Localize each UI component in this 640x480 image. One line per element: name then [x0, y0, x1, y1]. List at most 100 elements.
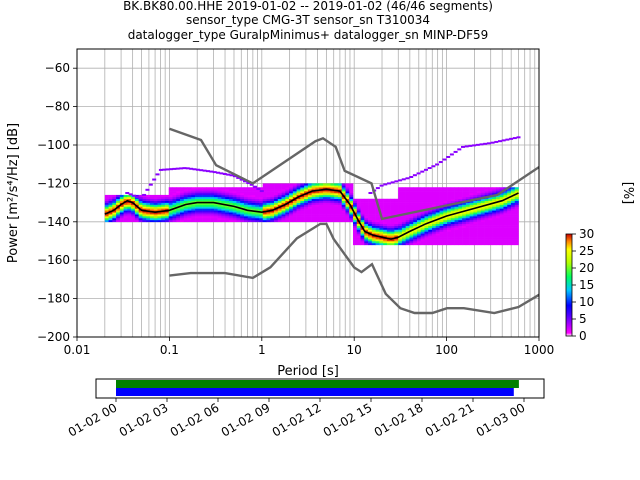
- heat-cell: [116, 198, 121, 201]
- heat-cell: [206, 216, 211, 219]
- heat-cell: [401, 208, 406, 211]
- heat-cell: [409, 193, 414, 196]
- heat-cell: [142, 200, 147, 203]
- heat-cell: [503, 223, 508, 226]
- heat-cell: [221, 217, 226, 221]
- heat-cell: [292, 206, 297, 209]
- heat-cell: [413, 235, 418, 238]
- heat-cell: [240, 189, 245, 192]
- heat-cell: [368, 204, 373, 207]
- heat-cell: [217, 214, 222, 217]
- heat-cell: [315, 202, 320, 205]
- heat-cell: [447, 194, 452, 198]
- heat-cell: [228, 194, 233, 198]
- heat-cell: [142, 198, 147, 201]
- heat-cell: [240, 217, 245, 221]
- heat-cell: [281, 212, 286, 215]
- heat-cell: [394, 200, 399, 203]
- heat-cell: [296, 214, 301, 217]
- heat-cell: [319, 196, 324, 200]
- heat-cell: [465, 212, 470, 215]
- heat-cell: [138, 210, 143, 213]
- heat-cell: [259, 193, 264, 196]
- heat-cell: [206, 189, 211, 192]
- heat-cell: [480, 194, 485, 198]
- heat-cell: [371, 231, 376, 234]
- heat-cell: [266, 193, 271, 196]
- heat-cell: [454, 214, 459, 217]
- heat-cell: [428, 198, 433, 201]
- heat-cell: [315, 200, 320, 203]
- heat-cell: [266, 198, 271, 201]
- heat-cell: [435, 242, 440, 246]
- heat-cell: [450, 223, 455, 226]
- heat-cell: [488, 219, 493, 223]
- heat-cell: [315, 219, 320, 223]
- heat-cell: [424, 196, 429, 200]
- heat-cell: [398, 194, 403, 198]
- heat-cell: [300, 196, 305, 200]
- heat-cell: [168, 194, 173, 198]
- heat-cell: [405, 239, 410, 242]
- heat-cell: [495, 187, 500, 190]
- heat-cell: [360, 216, 365, 219]
- heat-cell: [112, 198, 117, 201]
- heat-cell: [424, 212, 429, 215]
- heat-cell: [405, 237, 410, 240]
- heat-cell: [398, 198, 403, 201]
- outlier-point: [383, 183, 388, 186]
- heat-cell: [266, 214, 271, 217]
- heat-cell: [277, 214, 282, 217]
- heat-cell: [274, 198, 279, 201]
- coverage-bar: [116, 388, 514, 396]
- heat-cell: [394, 216, 399, 219]
- heat-cell: [405, 200, 410, 203]
- heat-cell: [435, 204, 440, 207]
- heat-cell: [480, 219, 485, 223]
- heat-cell: [183, 187, 188, 190]
- heat-cell: [127, 212, 132, 215]
- heat-cell: [270, 193, 275, 196]
- coverage-bar: [116, 380, 519, 388]
- heat-cell: [428, 242, 433, 246]
- heat-cell: [401, 216, 406, 219]
- heat-cell: [349, 219, 354, 223]
- heat-cell: [228, 191, 233, 194]
- heat-cell: [383, 241, 388, 244]
- heat-cell: [439, 235, 444, 238]
- heat-cell: [240, 200, 245, 203]
- heat-cell: [191, 217, 196, 221]
- heat-cell: [353, 217, 358, 221]
- heat-cell: [492, 216, 497, 219]
- outlier-point: [229, 174, 234, 177]
- heat-cell: [353, 241, 358, 244]
- heat-cell: [409, 241, 414, 244]
- heat-cell: [398, 241, 403, 244]
- heat-cell: [153, 219, 158, 223]
- heat-cell: [401, 194, 406, 198]
- heat-cell: [379, 231, 384, 234]
- heat-cell: [195, 193, 200, 196]
- heat-cell: [142, 216, 147, 219]
- heat-cell: [262, 198, 267, 201]
- heat-cell: [503, 233, 508, 236]
- heat-cell: [484, 189, 489, 192]
- heat-cell: [213, 189, 218, 192]
- heat-cell: [289, 187, 294, 190]
- heat-cell: [462, 219, 467, 223]
- heat-cell: [484, 235, 489, 238]
- heat-cell: [375, 227, 380, 230]
- heat-cell: [138, 212, 143, 215]
- heat-cell: [495, 191, 500, 194]
- heat-cell: [172, 202, 177, 205]
- heat-cell: [259, 202, 264, 205]
- heat-cell: [390, 227, 395, 230]
- heat-cell: [116, 208, 121, 211]
- heat-cell: [450, 237, 455, 240]
- heat-cell: [368, 241, 373, 244]
- heat-cell: [176, 191, 181, 194]
- heat-cell: [454, 194, 459, 198]
- heat-cell: [236, 212, 241, 215]
- heat-cell: [240, 191, 245, 194]
- heat-cell: [492, 229, 497, 232]
